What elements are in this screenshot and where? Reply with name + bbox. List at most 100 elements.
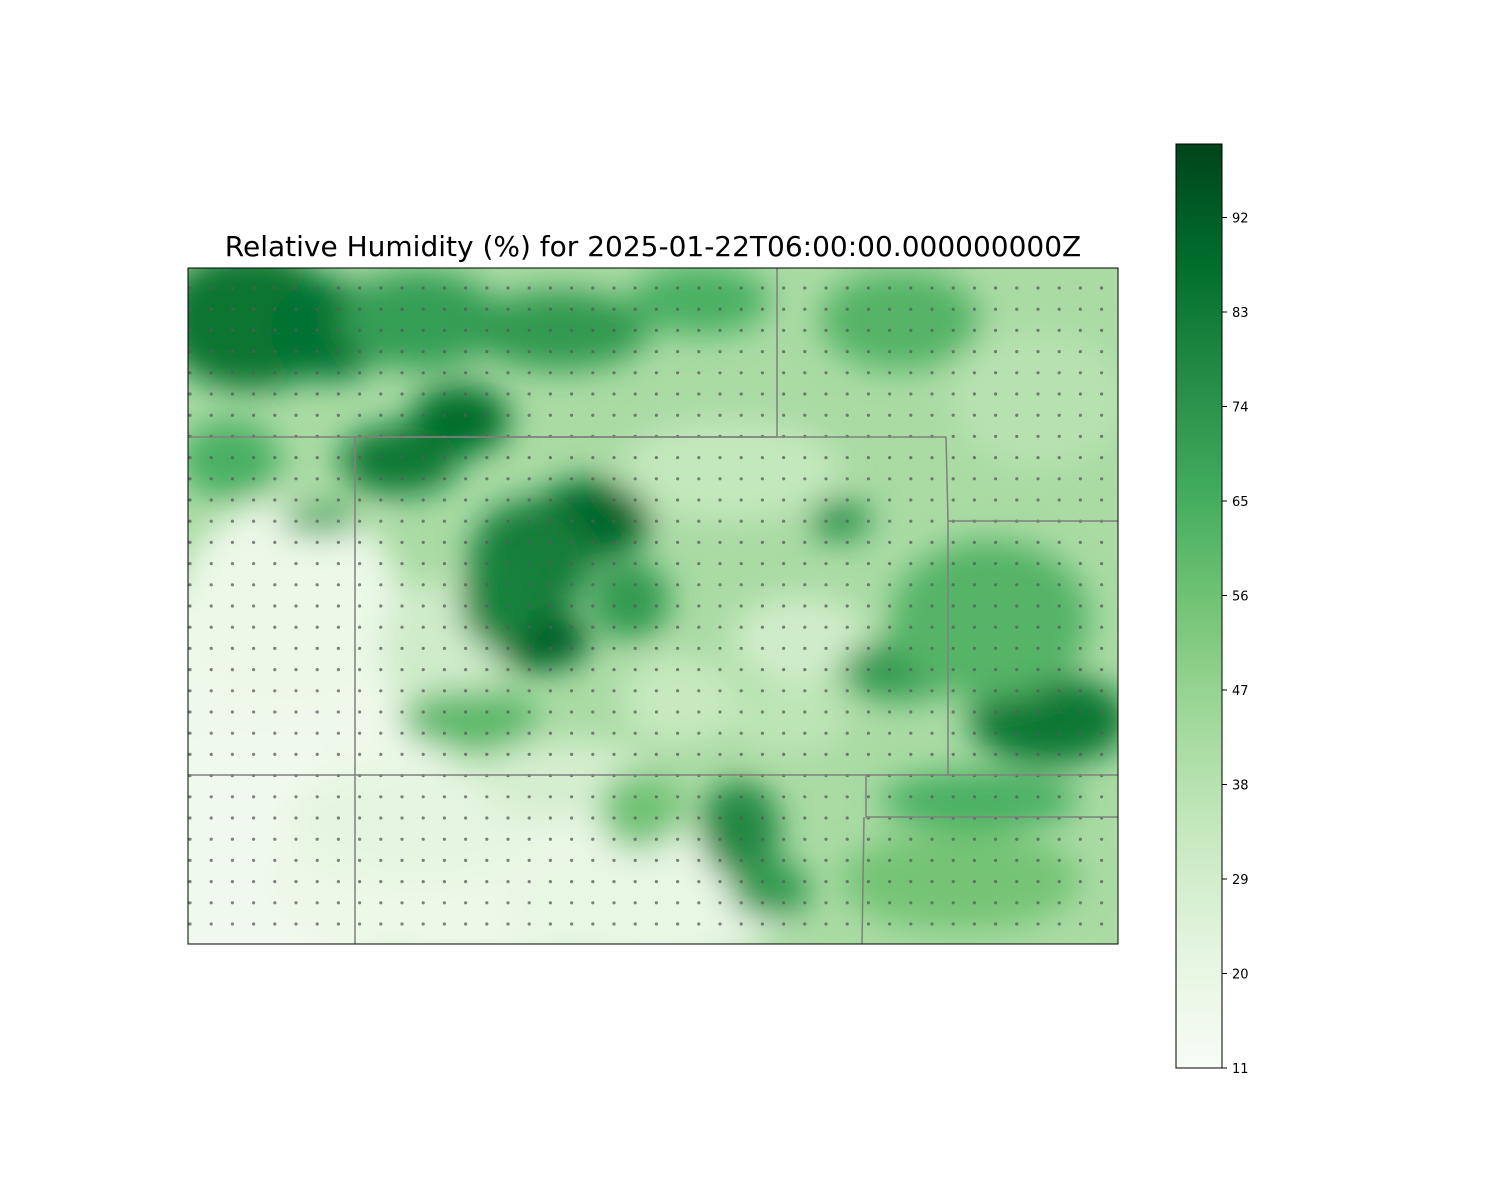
station-dot xyxy=(739,350,743,354)
station-dot xyxy=(209,752,213,757)
station-dot xyxy=(230,901,234,905)
station-dot xyxy=(570,328,574,332)
station-dot xyxy=(485,413,489,417)
station-dot xyxy=(718,392,722,396)
station-dot xyxy=(1100,646,1104,651)
station-dot xyxy=(570,816,574,820)
station-dot xyxy=(252,837,256,841)
station-dot xyxy=(930,922,934,926)
station-dot xyxy=(866,880,871,884)
station-dot xyxy=(1078,350,1082,354)
station-dot xyxy=(294,286,298,290)
station-dot xyxy=(803,646,807,651)
station-dot xyxy=(718,477,722,481)
station-dot xyxy=(972,434,977,438)
station-dot xyxy=(1078,583,1082,587)
station-dot xyxy=(930,646,934,651)
station-dot xyxy=(951,880,955,884)
station-dot xyxy=(315,731,319,735)
station-dot xyxy=(739,328,743,332)
station-dot xyxy=(1036,858,1040,863)
station-dot xyxy=(845,392,849,396)
station-dot xyxy=(994,307,998,311)
station-dot xyxy=(506,901,510,905)
station-dot xyxy=(803,540,807,545)
station-dot xyxy=(1036,350,1040,354)
station-dot xyxy=(464,858,468,863)
station-dot xyxy=(888,858,892,863)
station-dot xyxy=(718,307,722,311)
station-dot xyxy=(421,710,425,714)
station-dot xyxy=(506,880,510,884)
station-dot xyxy=(527,286,531,290)
station-dot xyxy=(845,901,849,905)
station-dot xyxy=(676,795,680,799)
station-dot xyxy=(315,328,319,332)
station-dot xyxy=(803,731,807,735)
station-dot xyxy=(527,816,531,820)
station-dot xyxy=(294,880,298,884)
station-dot xyxy=(972,350,977,354)
station-dot xyxy=(188,837,192,841)
station-dot xyxy=(591,350,595,354)
station-dot xyxy=(972,286,977,290)
station-dot xyxy=(506,625,510,629)
station-dot xyxy=(845,837,849,841)
station-dot xyxy=(421,392,425,396)
station-dot xyxy=(676,307,680,311)
station-dot xyxy=(782,371,786,375)
station-dot xyxy=(782,646,786,651)
station-dot xyxy=(485,752,489,757)
station-dot xyxy=(909,519,913,523)
station-dot xyxy=(421,625,425,629)
station-dot xyxy=(1036,901,1040,905)
station-dot xyxy=(230,668,234,672)
station-dot xyxy=(548,392,553,396)
station-dot xyxy=(548,477,553,481)
humidity-patch xyxy=(188,500,400,700)
station-dot xyxy=(1036,583,1040,587)
station-dot xyxy=(570,880,574,884)
station-dot xyxy=(972,371,977,375)
station-dot xyxy=(548,371,553,375)
station-dot xyxy=(527,922,531,926)
station-dot xyxy=(591,307,595,311)
station-dot xyxy=(697,922,701,926)
station-dot xyxy=(442,519,446,523)
station-dot xyxy=(336,286,340,290)
station-dot xyxy=(315,710,319,714)
station-dot xyxy=(951,583,955,587)
station-dot xyxy=(188,307,192,311)
station-dot xyxy=(845,456,849,460)
station-dot xyxy=(464,731,468,735)
station-dot xyxy=(782,498,786,502)
station-dot xyxy=(464,604,468,608)
station-dot xyxy=(591,498,595,502)
station-dot xyxy=(718,901,722,905)
station-dot xyxy=(803,371,807,375)
station-dot xyxy=(994,646,998,651)
station-dot xyxy=(718,646,722,651)
station-dot xyxy=(315,604,319,608)
station-dot xyxy=(230,752,234,757)
station-dot xyxy=(1036,689,1040,693)
station-dot xyxy=(527,392,531,396)
station-dot xyxy=(739,477,743,481)
station-dot xyxy=(930,689,934,693)
station-dot xyxy=(464,816,468,820)
station-dot xyxy=(951,350,955,354)
station-dot xyxy=(358,286,362,290)
station-dot xyxy=(527,646,531,651)
station-dot xyxy=(591,456,595,460)
station-dot xyxy=(930,880,934,884)
station-dot xyxy=(697,350,701,354)
station-dot xyxy=(654,413,659,417)
station-dot xyxy=(273,816,277,820)
station-dot xyxy=(994,477,998,481)
station-dot xyxy=(379,922,383,926)
station-dot xyxy=(888,710,892,714)
station-dot xyxy=(1015,858,1019,863)
station-dot xyxy=(252,540,256,545)
station-dot xyxy=(294,498,298,502)
station-dot xyxy=(421,880,425,884)
